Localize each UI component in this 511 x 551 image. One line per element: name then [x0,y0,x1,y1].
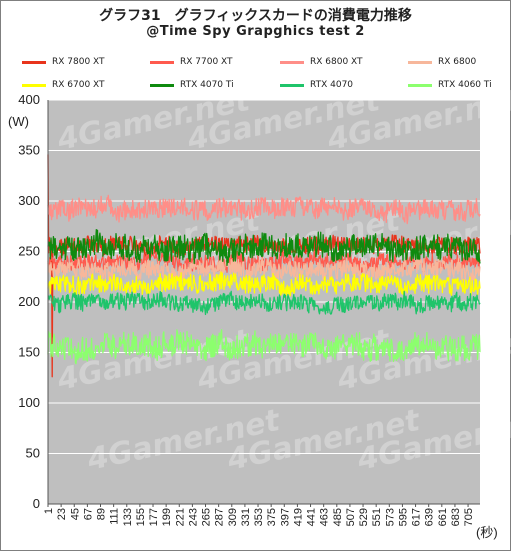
y-tick-label: 400 [18,92,40,107]
legend-swatch [150,84,174,87]
x-tick-label: 705 [463,508,475,526]
x-tick-label: 419 [292,508,304,526]
x-tick-label: 243 [187,508,199,526]
x-tick-label: 551 [371,508,383,526]
y-axis-label: (W) [8,114,29,129]
legend-label: RX 7800 XT [52,57,105,67]
x-tick-label: 463 [319,508,331,526]
x-tick-label: 265 [201,508,213,526]
y-tick-label: 200 [18,294,40,309]
legend-label: RX 6800 XT [310,57,363,67]
x-tick-label: 1 [43,508,55,514]
x-axis-label: (秒) [476,525,498,540]
y-tick-label: 100 [18,395,40,410]
x-tick-label: 595 [397,508,409,526]
x-tick-label: 155 [135,508,147,526]
legend-swatch [22,84,46,87]
x-tick-label: 287 [214,508,226,526]
chart-title: グラフ31 グラフィックスカードの消費電力推移 [99,8,412,24]
x-tick-label: 661 [437,508,449,526]
x-tick-label: 45 [69,508,81,520]
chart-subtitle: @Time Spy Grapghics test 2 [146,24,365,39]
x-tick-label: 177 [148,508,160,526]
x-tick-label: 397 [279,508,291,526]
series-line [47,229,481,266]
y-tick-label: 50 [26,446,40,461]
y-tick-label: 350 [18,143,40,158]
legend-swatch [22,61,46,64]
x-tick-label: 23 [56,508,68,520]
legend-label: RX 6800 [438,57,477,67]
legend-label: RTX 4070 Ti [180,80,234,90]
series-line [47,271,481,299]
y-tick-label: 150 [18,345,40,360]
x-tick-label: 221 [174,508,186,526]
x-tick-label: 485 [332,508,344,526]
legend-swatch [280,84,304,87]
x-tick-label: 507 [345,508,357,526]
y-tick-label: 300 [18,193,40,208]
legend-label: RTX 4070 [310,80,354,90]
series-line [47,290,481,316]
legend-swatch [150,61,174,64]
x-tick-label: 353 [253,508,265,526]
y-tick-label: 250 [18,244,40,259]
legend-swatch [408,61,432,64]
legend-label: RX 6700 XT [52,80,105,90]
x-tick-label: 639 [424,508,436,526]
x-tick-label: 441 [306,508,318,526]
x-tick-label: 617 [411,508,423,526]
legend-swatch [280,61,304,64]
x-tick-label: 309 [227,508,239,526]
x-tick-label: 331 [240,508,252,526]
x-tick-label: 573 [384,508,396,526]
x-tick-label: 89 [96,508,108,520]
x-tick-label: 67 [82,508,94,520]
x-tick-label: 199 [161,508,173,526]
y-tick-label: 0 [33,496,40,511]
x-tick-label: 683 [450,508,462,526]
x-tick-label: 375 [266,508,278,526]
x-tick-label: 133 [122,508,134,526]
x-tick-label: 111 [109,508,121,525]
legend-label: RTX 4060 Ti [438,80,492,90]
legend-swatch [408,84,432,87]
series-line [47,194,481,225]
legend-label: RX 7700 XT [180,57,233,67]
x-tick-label: 529 [358,508,370,526]
series-line [47,329,481,365]
